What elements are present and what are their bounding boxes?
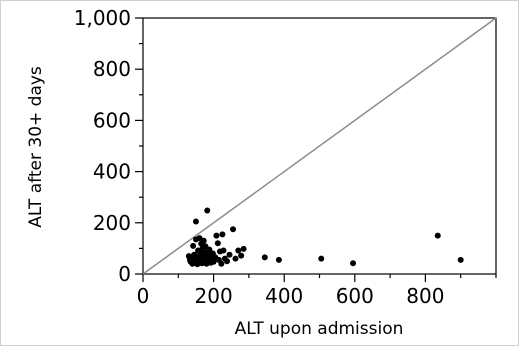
y-tick-label: 600 (93, 108, 131, 132)
data-point (350, 260, 357, 267)
data-point (190, 242, 197, 249)
data-point (226, 251, 233, 258)
y-axis-ticks (135, 17, 143, 275)
data-point (214, 240, 221, 247)
data-point (318, 255, 325, 262)
y-axis-tick-labels: 0 200 400 600 800 1,000 (74, 6, 131, 286)
data-point (219, 231, 226, 238)
data-point (240, 245, 247, 252)
x-axis-ticks (142, 274, 497, 282)
data-point (275, 256, 282, 263)
x-tick-label: 800 (406, 284, 444, 308)
data-point (220, 247, 227, 254)
y-tick-label: 200 (93, 211, 131, 235)
identity-reference-line (142, 17, 497, 275)
data-point (230, 226, 237, 233)
y-tick-label: 1,000 (74, 6, 131, 30)
data-point (434, 232, 441, 239)
data-point (238, 252, 245, 259)
y-axis-label: ALT after 30+ days (26, 66, 46, 228)
x-axis-tick-labels: 0 200 400 600 800 (137, 284, 445, 308)
x-axis-label: ALT upon admission (235, 319, 404, 339)
data-point (204, 207, 211, 214)
x-tick-label: 400 (265, 284, 303, 308)
y-tick-label: 800 (93, 57, 131, 81)
y-tick-label: 400 (93, 160, 131, 184)
x-tick-label: 0 (137, 284, 150, 308)
data-point (213, 232, 220, 239)
x-tick-label: 200 (195, 284, 233, 308)
data-point (235, 247, 242, 254)
data-point (224, 258, 231, 265)
data-points (185, 207, 464, 268)
data-point (200, 237, 207, 244)
x-tick-label: 600 (336, 284, 374, 308)
data-point (218, 260, 225, 267)
data-point (192, 218, 199, 225)
data-point (202, 243, 209, 250)
data-point (206, 246, 213, 253)
y-tick-label: 0 (118, 262, 131, 286)
data-point (457, 256, 464, 263)
data-point (232, 255, 239, 262)
data-point (261, 254, 268, 261)
